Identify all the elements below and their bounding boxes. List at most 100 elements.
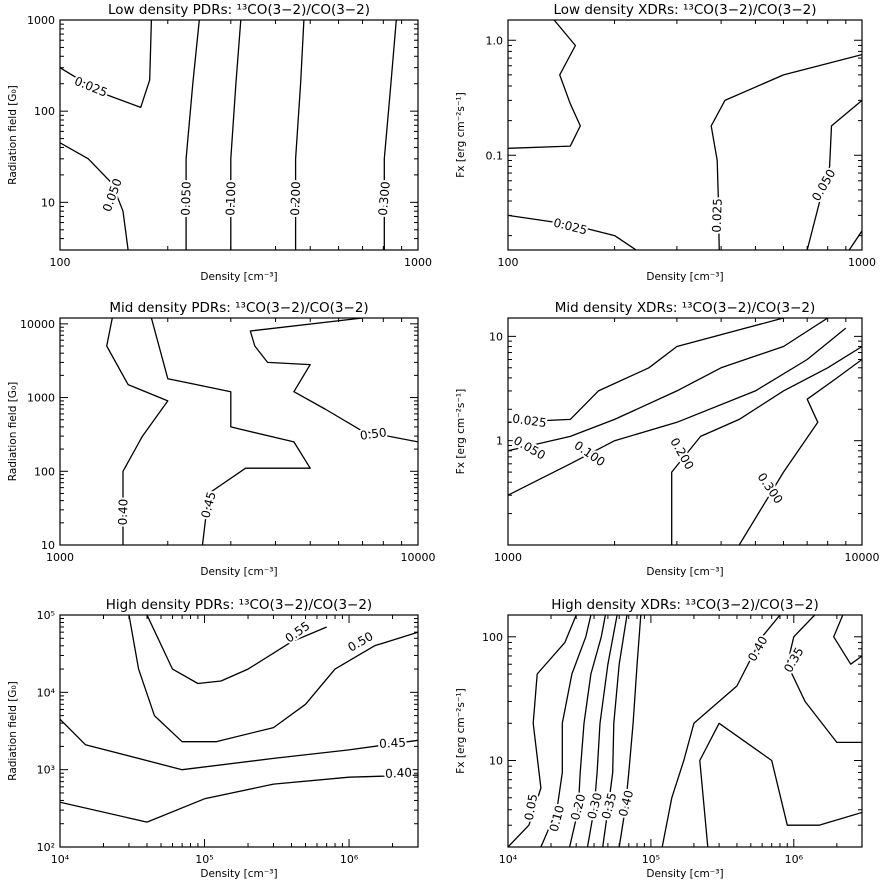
contour-line bbox=[60, 142, 129, 250]
contour-label: 0.100 bbox=[571, 438, 607, 469]
x-tick-label: 1000 bbox=[46, 551, 74, 564]
x-axis-label: Density [cm⁻³] bbox=[200, 868, 277, 880]
x-tick-label: 10⁶ bbox=[340, 853, 359, 866]
contour-label: 0.025 bbox=[552, 216, 589, 238]
contour-line bbox=[540, 615, 592, 847]
plot-frame bbox=[59, 317, 419, 546]
x-tick-label: 10⁶ bbox=[785, 853, 804, 866]
contour-line bbox=[586, 615, 618, 847]
contour-label: 0.50 bbox=[345, 629, 375, 654]
y-tick-label: 10 bbox=[41, 196, 55, 209]
contour-line bbox=[146, 615, 327, 685]
contour-label: 0.40 bbox=[745, 634, 770, 664]
contour-line bbox=[738, 358, 862, 545]
contour-line bbox=[618, 615, 642, 847]
y-tick-label: 10 bbox=[489, 755, 503, 768]
y-tick-label: 10 bbox=[41, 539, 55, 552]
y-tick-label: 10 bbox=[489, 330, 503, 343]
contour-label: 0.05 bbox=[522, 793, 540, 822]
chart-panel-2: Low density XDRs: ¹³CO(3−2)/CO(3−2) Densi… bbox=[455, 2, 876, 283]
contour-label: 0.40 bbox=[385, 766, 412, 781]
contour-label: 0.200 bbox=[288, 181, 303, 216]
y-tick-label: 10⁴ bbox=[37, 686, 56, 699]
contour-line bbox=[710, 53, 862, 250]
contour-label: 0.55 bbox=[283, 619, 313, 646]
x-tick-label: 1000 bbox=[494, 551, 522, 564]
chart-panel-1: Low density PDRs: ¹³CO(3−2)/CO(3−2) Densi… bbox=[7, 2, 432, 283]
x-tick-label: 10⁴ bbox=[499, 853, 518, 866]
y-tick-label: 0.1 bbox=[486, 149, 504, 162]
contour-line bbox=[786, 615, 862, 744]
panel-title: High density XDRs: ¹³CO(3−2)/CO(3−2) bbox=[551, 597, 819, 613]
contour-label: 0.40 bbox=[116, 498, 131, 525]
y-tick-label: 100 bbox=[34, 105, 55, 118]
chart-panel-4: Mid density XDRs: ¹³CO(3−2)/CO(3−2) Densi… bbox=[455, 300, 880, 578]
x-axis-label: Density [cm⁻³] bbox=[200, 566, 277, 578]
contour-line bbox=[249, 318, 418, 443]
panel-title: Mid density PDRs: ¹³CO(3−2)/CO(3−2) bbox=[109, 300, 368, 316]
contour-group: 0.05 0.10 0.200.300.350.400.40 0.35 bbox=[508, 615, 862, 847]
chart-panel-6: High density XDRs: ¹³CO(3−2)/CO(3−2) Dens… bbox=[455, 597, 863, 880]
y-tick-label: 100 bbox=[482, 631, 503, 644]
x-tick-label: 100 bbox=[50, 256, 71, 269]
contour-line bbox=[661, 615, 781, 847]
panel-title: Low density XDRs: ¹³CO(3−2)/CO(3−2) bbox=[553, 2, 816, 18]
contour-line bbox=[383, 20, 397, 250]
contour-label: 0.050 bbox=[100, 177, 125, 214]
contour-label: 0.050 bbox=[809, 167, 838, 204]
contour-line bbox=[128, 615, 418, 743]
contour-label: 0.300 bbox=[376, 181, 393, 216]
contour-group: 0.40 0.45 0.50 bbox=[106, 318, 418, 545]
contour-group: 0.55 0.50 0.45 0.40 bbox=[60, 615, 418, 823]
y-tick-label: 1000 bbox=[27, 392, 55, 405]
y-tick-label: 10⁵ bbox=[37, 609, 55, 622]
x-tick-label: 10000 bbox=[845, 551, 880, 564]
plot-frame bbox=[507, 614, 863, 848]
y-axis-label: Fx [erg cm⁻²s⁻¹] bbox=[455, 389, 467, 474]
chart-panel-3: Mid density PDRs: ¹³CO(3−2)/CO(3−2) Densi… bbox=[7, 300, 436, 578]
y-tick-label: 100 bbox=[34, 465, 55, 478]
y-axis-label: Radiation field [G₀] bbox=[7, 681, 19, 781]
contour-line bbox=[568, 615, 607, 847]
x-axis-label: Density [cm⁻³] bbox=[646, 868, 723, 880]
contour-line bbox=[806, 99, 862, 250]
contour-line bbox=[508, 20, 581, 149]
x-axis-label: Density [cm⁻³] bbox=[646, 271, 723, 283]
contour-line bbox=[848, 230, 862, 250]
contour-line bbox=[833, 615, 862, 665]
y-tick-label: 1000 bbox=[27, 14, 55, 27]
contour-label: 0.45 bbox=[379, 735, 406, 750]
y-tick-label: 10² bbox=[37, 841, 55, 854]
contour-line bbox=[508, 327, 847, 496]
contour-label: 0.100 bbox=[223, 181, 238, 216]
contour-line bbox=[106, 318, 169, 545]
panel-title: Mid density XDRs: ¹³CO(3−2)/CO(3−2) bbox=[555, 300, 815, 316]
contour-group: 0.025 0.025 0.050 bbox=[508, 20, 862, 250]
y-axis-label: Fx [erg cm⁻²s⁻¹] bbox=[455, 92, 467, 177]
y-tick-label: 1.0 bbox=[486, 34, 504, 47]
contour-line bbox=[671, 345, 862, 545]
contour-line bbox=[508, 318, 829, 452]
contour-label: 0.10 bbox=[547, 804, 567, 833]
contour-line bbox=[60, 718, 418, 771]
contour-line bbox=[699, 722, 862, 847]
contour-label: 0.050 bbox=[511, 433, 548, 462]
x-tick-label: 1000 bbox=[848, 256, 876, 269]
panel-title: High density PDRs: ¹³CO(3−2)/CO(3−2) bbox=[106, 597, 372, 613]
contour-label: 0.45 bbox=[198, 490, 218, 519]
y-axis-label: Radiation field [G₀] bbox=[7, 85, 19, 185]
contour-line bbox=[230, 20, 242, 250]
contour-label: 0.025 bbox=[512, 412, 548, 431]
x-tick-label: 10⁵ bbox=[642, 853, 660, 866]
plot-frame bbox=[507, 19, 863, 251]
x-axis-label: Density [cm⁻³] bbox=[200, 271, 277, 283]
y-tick-label: 10³ bbox=[37, 764, 55, 777]
contour-group: 0.025 0.050 0.050 0.100 0.200 0.300 bbox=[60, 20, 397, 250]
contour-line bbox=[60, 774, 418, 823]
contour-line bbox=[185, 20, 200, 250]
contour-label: 0.35 bbox=[781, 645, 806, 675]
y-axis-label: Fx [erg cm⁻²s⁻¹] bbox=[455, 688, 467, 773]
y-tick-label: 10000 bbox=[20, 318, 55, 331]
